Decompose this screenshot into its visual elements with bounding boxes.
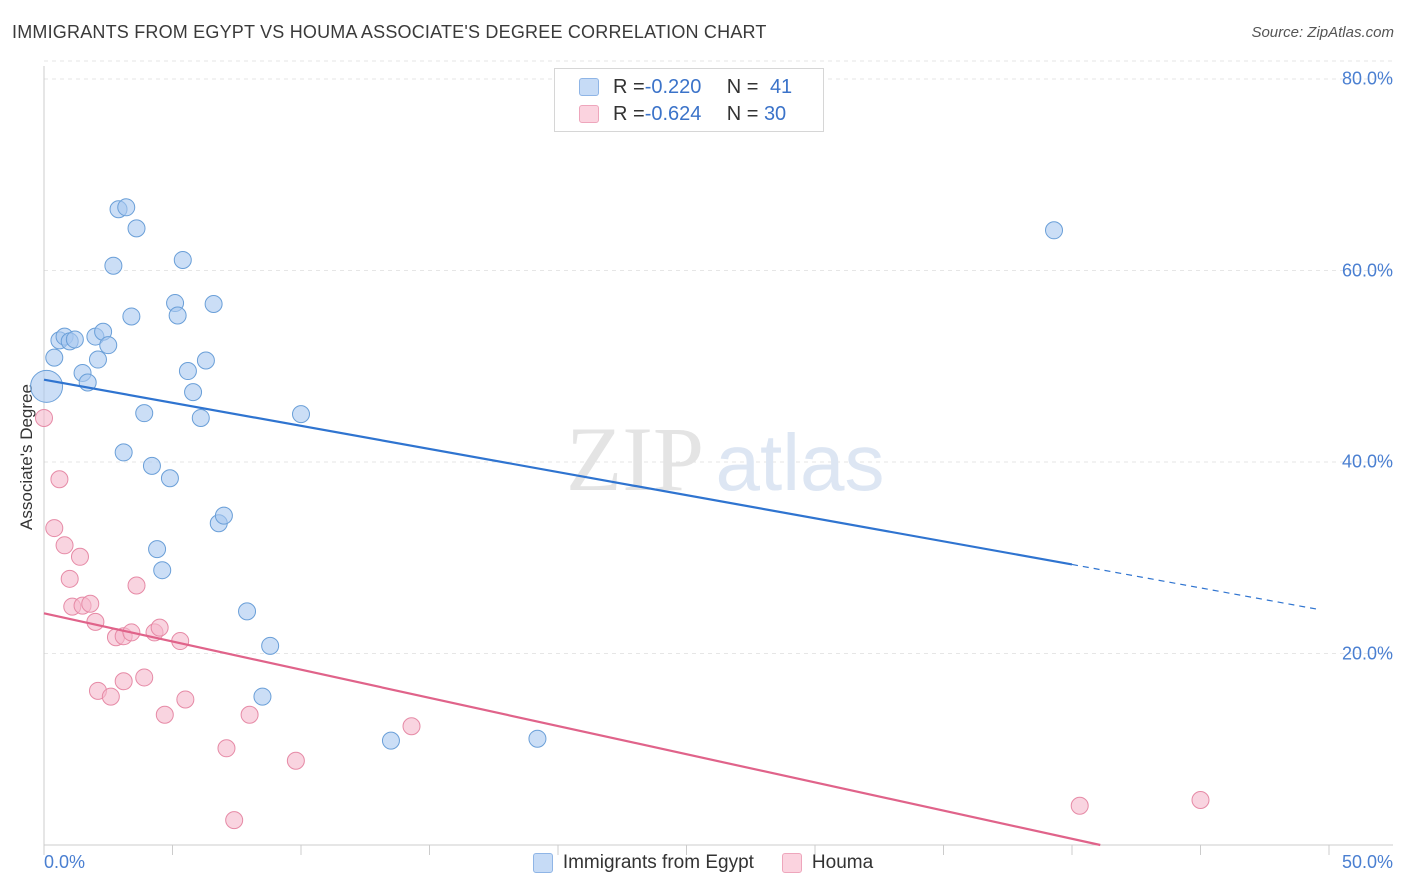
source-label: Source: ZipAtlas.com <box>1251 24 1394 41</box>
houma-point <box>217 739 236 758</box>
r-label: R = <box>613 102 645 125</box>
egypt-point <box>1045 221 1064 240</box>
legend-item-houma[interactable]: Houma <box>781 852 874 874</box>
r-value-egypt: -0.220 <box>644 75 702 98</box>
egypt-point <box>122 307 141 326</box>
y-tick-label: 40.0% <box>1341 451 1393 472</box>
egypt-point <box>528 729 547 748</box>
houma-point <box>127 576 146 595</box>
egypt-point <box>196 351 215 370</box>
egypt-point <box>65 330 84 349</box>
x-tick-max: 50.0% <box>1341 852 1393 872</box>
axes <box>43 66 1393 855</box>
egypt-point <box>99 336 118 355</box>
r-label: R = <box>613 75 645 98</box>
egypt-legend-swatch <box>532 853 553 873</box>
egypt-point <box>127 219 146 238</box>
legend-label-egypt: Immigrants from Egypt <box>562 852 754 873</box>
trend-lines <box>43 378 1319 847</box>
egypt-point <box>238 602 257 621</box>
egypt-trend-extension <box>1071 563 1319 611</box>
stats-legend: R = -0.220 N = 41 R = -0.624 N = 30 <box>554 68 824 132</box>
data-points <box>30 198 1210 830</box>
chart-title: IMMIGRANTS FROM EGYPT VS HOUMA ASSOCIATE… <box>12 22 767 42</box>
houma-point <box>1070 796 1089 815</box>
houma-point <box>70 547 89 566</box>
egypt-point <box>148 540 167 559</box>
egypt-point <box>253 687 272 706</box>
n-value-houma: 30 <box>763 102 787 125</box>
houma-point <box>135 668 154 687</box>
egypt-trend-line <box>43 378 1073 566</box>
egypt-point <box>104 256 123 275</box>
y-tick-label: 80.0% <box>1341 68 1393 89</box>
houma-point <box>240 705 259 724</box>
r-value-houma: -0.624 <box>644 102 702 125</box>
houma-point <box>35 408 53 427</box>
x-tick-min: 0.0% <box>44 852 86 872</box>
egypt-point <box>30 369 64 403</box>
houma-point <box>81 594 100 613</box>
egypt-point <box>160 469 179 488</box>
houma-point <box>101 687 120 706</box>
watermark-zip: ZIP <box>566 408 704 510</box>
egypt-point <box>153 561 172 580</box>
n-value-egypt: 41 <box>769 75 793 98</box>
houma-point <box>150 618 169 637</box>
y-tick-label: 20.0% <box>1341 643 1393 663</box>
stats-row-egypt: R = -0.220 N = 41 <box>579 75 792 99</box>
egypt-point <box>88 350 107 369</box>
houma-point <box>155 705 174 724</box>
houma-point <box>60 569 79 588</box>
egypt-point <box>114 443 133 462</box>
houma-swatch <box>579 105 599 123</box>
egypt-point <box>261 636 280 655</box>
egypt-point <box>45 348 64 367</box>
egypt-point <box>178 362 197 381</box>
houma-legend-swatch <box>781 853 802 873</box>
y-tick-label: 60.0% <box>1341 260 1393 280</box>
houma-point <box>402 717 421 736</box>
egypt-point <box>381 731 400 750</box>
houma-point <box>1191 790 1210 809</box>
stats-row-houma: R = -0.624 N = 30 <box>579 102 786 126</box>
egypt-swatch <box>579 78 599 96</box>
houma-point <box>50 470 69 489</box>
egypt-point <box>292 405 310 424</box>
egypt-point <box>117 198 136 217</box>
houma-point <box>45 519 64 538</box>
grid-lines <box>44 60 1393 654</box>
houma-point <box>286 751 305 770</box>
houma-point <box>176 690 195 709</box>
egypt-point <box>191 408 210 427</box>
egypt-point <box>184 383 203 402</box>
houma-trend-line <box>43 612 1101 847</box>
legend-label-houma: Houma <box>811 852 874 873</box>
houma-point <box>55 536 74 555</box>
legend-item-egypt[interactable]: Immigrants from Egypt <box>532 852 754 874</box>
n-label: N = <box>726 75 764 98</box>
houma-point <box>86 612 105 631</box>
houma-point <box>114 672 133 691</box>
egypt-point <box>135 404 154 423</box>
series-legend: Immigrants from Egypt Houma <box>0 852 1406 874</box>
egypt-point <box>168 306 187 325</box>
watermark-atlas: atlas <box>716 418 885 507</box>
egypt-point <box>173 250 192 269</box>
egypt-point <box>204 295 223 314</box>
houma-point <box>225 811 244 830</box>
egypt-point <box>142 456 161 475</box>
n-label: N = <box>726 102 764 125</box>
egypt-point <box>214 506 233 525</box>
